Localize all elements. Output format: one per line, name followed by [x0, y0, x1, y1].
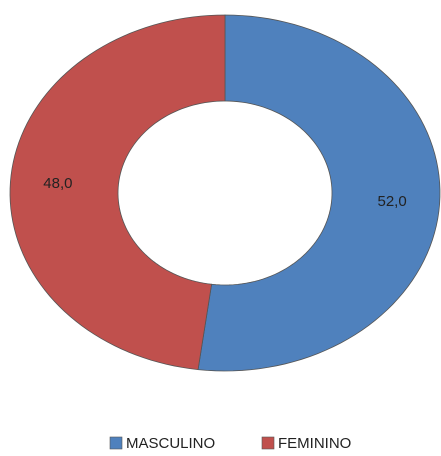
data-label: 52,0	[378, 193, 407, 210]
legend-label: FEMININO	[278, 435, 351, 452]
legend-swatch	[261, 436, 275, 450]
data-label: 48,0	[43, 175, 72, 192]
donut-segment	[9, 14, 226, 371]
legend-label: MASCULINO	[126, 435, 215, 452]
legend-swatch	[109, 436, 123, 450]
